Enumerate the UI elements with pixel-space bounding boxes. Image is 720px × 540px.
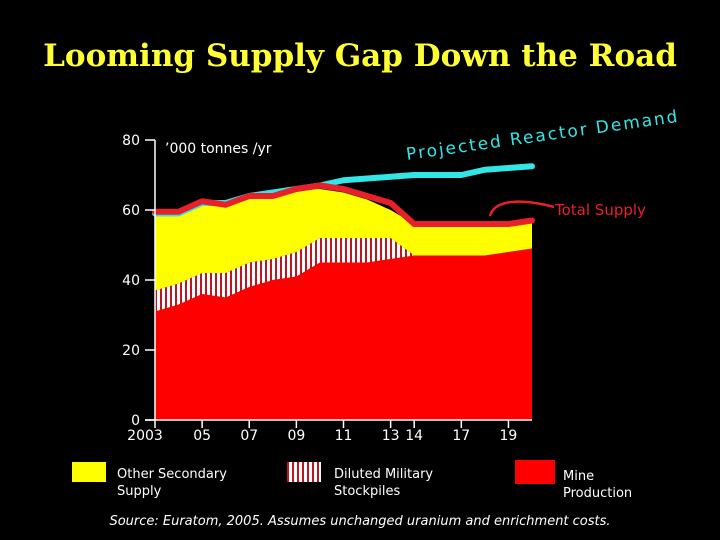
legend-label-mine: Mine Production: [563, 469, 633, 501]
x-tick-label: 13: [382, 428, 400, 444]
x-tick-label: 2003: [127, 428, 163, 444]
supply-annotation: Total Supply: [554, 201, 646, 219]
y-tick-label: 0: [131, 413, 140, 429]
x-tick-label: 14: [405, 428, 423, 444]
chart-title: Looming Supply Gap Down the Road: [43, 38, 677, 74]
y-tick-label: 20: [122, 343, 140, 359]
area-mine-production: [155, 248, 532, 420]
supply-callout-arrow: [488, 200, 555, 217]
area-diluted-military-stockpiles: [155, 238, 532, 312]
line-total-supply: [152, 182, 535, 227]
demand-annotation: Projected Reactor Demand: [405, 107, 681, 165]
source-note: Source: Euratom, 2005. Assumes unchanged…: [109, 514, 611, 529]
legend-swatch-other-secondary: [72, 462, 106, 482]
y-tick-label: 60: [122, 203, 140, 219]
x-tick-label: 19: [500, 428, 518, 444]
area-other-secondary-supply: [155, 189, 532, 291]
legend-label-other-secondary: Other Secondary Supply: [117, 467, 227, 499]
legend-swatch-military: [287, 462, 321, 482]
x-tick-label: 09: [287, 428, 305, 444]
x-tick-label: 05: [193, 428, 211, 444]
x-tick-label: 11: [335, 428, 353, 444]
x-tick-label: 07: [240, 428, 258, 444]
legend-swatch-mine: [515, 460, 555, 484]
y-tick-label: 40: [122, 273, 140, 289]
legend-label-military: Diluted Military Stockpiles: [334, 467, 434, 499]
x-tick-label: 17: [452, 428, 470, 444]
y-tick-label: 80: [122, 133, 140, 149]
unit-label: ’000 tonnes /yr: [165, 141, 272, 157]
